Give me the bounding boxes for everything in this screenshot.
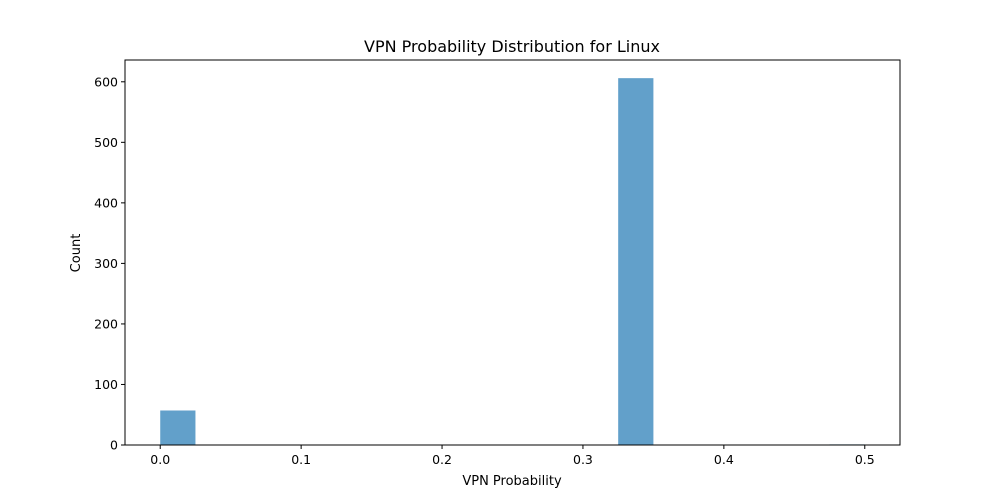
y-tick-label-6: 600 xyxy=(94,74,118,89)
y-tick-label-4: 400 xyxy=(94,195,118,210)
x-tick-label-5: 0.5 xyxy=(855,452,875,467)
x-tick-label-2: 0.2 xyxy=(432,452,452,467)
x-tick-label-1: 0.1 xyxy=(291,452,311,467)
y-tick-label-1: 100 xyxy=(94,377,118,392)
y-tick-label-3: 300 xyxy=(94,256,118,271)
x-axis: 0.0 0.1 0.2 0.3 0.4 0.5 xyxy=(150,445,875,467)
x-axis-label: VPN Probability xyxy=(462,474,562,489)
histogram-bar-0 xyxy=(160,410,196,445)
plot-frame xyxy=(124,59,901,446)
y-tick-label-5: 500 xyxy=(94,135,118,150)
chart-title: VPN Probability Distribution for Linux xyxy=(364,37,660,56)
y-tick-label-0: 0 xyxy=(110,438,118,453)
y-axis: 0 100 200 300 400 500 600 xyxy=(94,74,125,453)
histogram-bar-1 xyxy=(618,78,654,446)
x-tick-label-0: 0.0 xyxy=(150,452,170,467)
y-axis-label: Count xyxy=(69,234,84,273)
x-tick-label-4: 0.4 xyxy=(714,452,734,467)
x-tick-label-3: 0.3 xyxy=(573,452,593,467)
bars-group xyxy=(160,78,865,446)
y-tick-label-2: 200 xyxy=(94,316,118,331)
